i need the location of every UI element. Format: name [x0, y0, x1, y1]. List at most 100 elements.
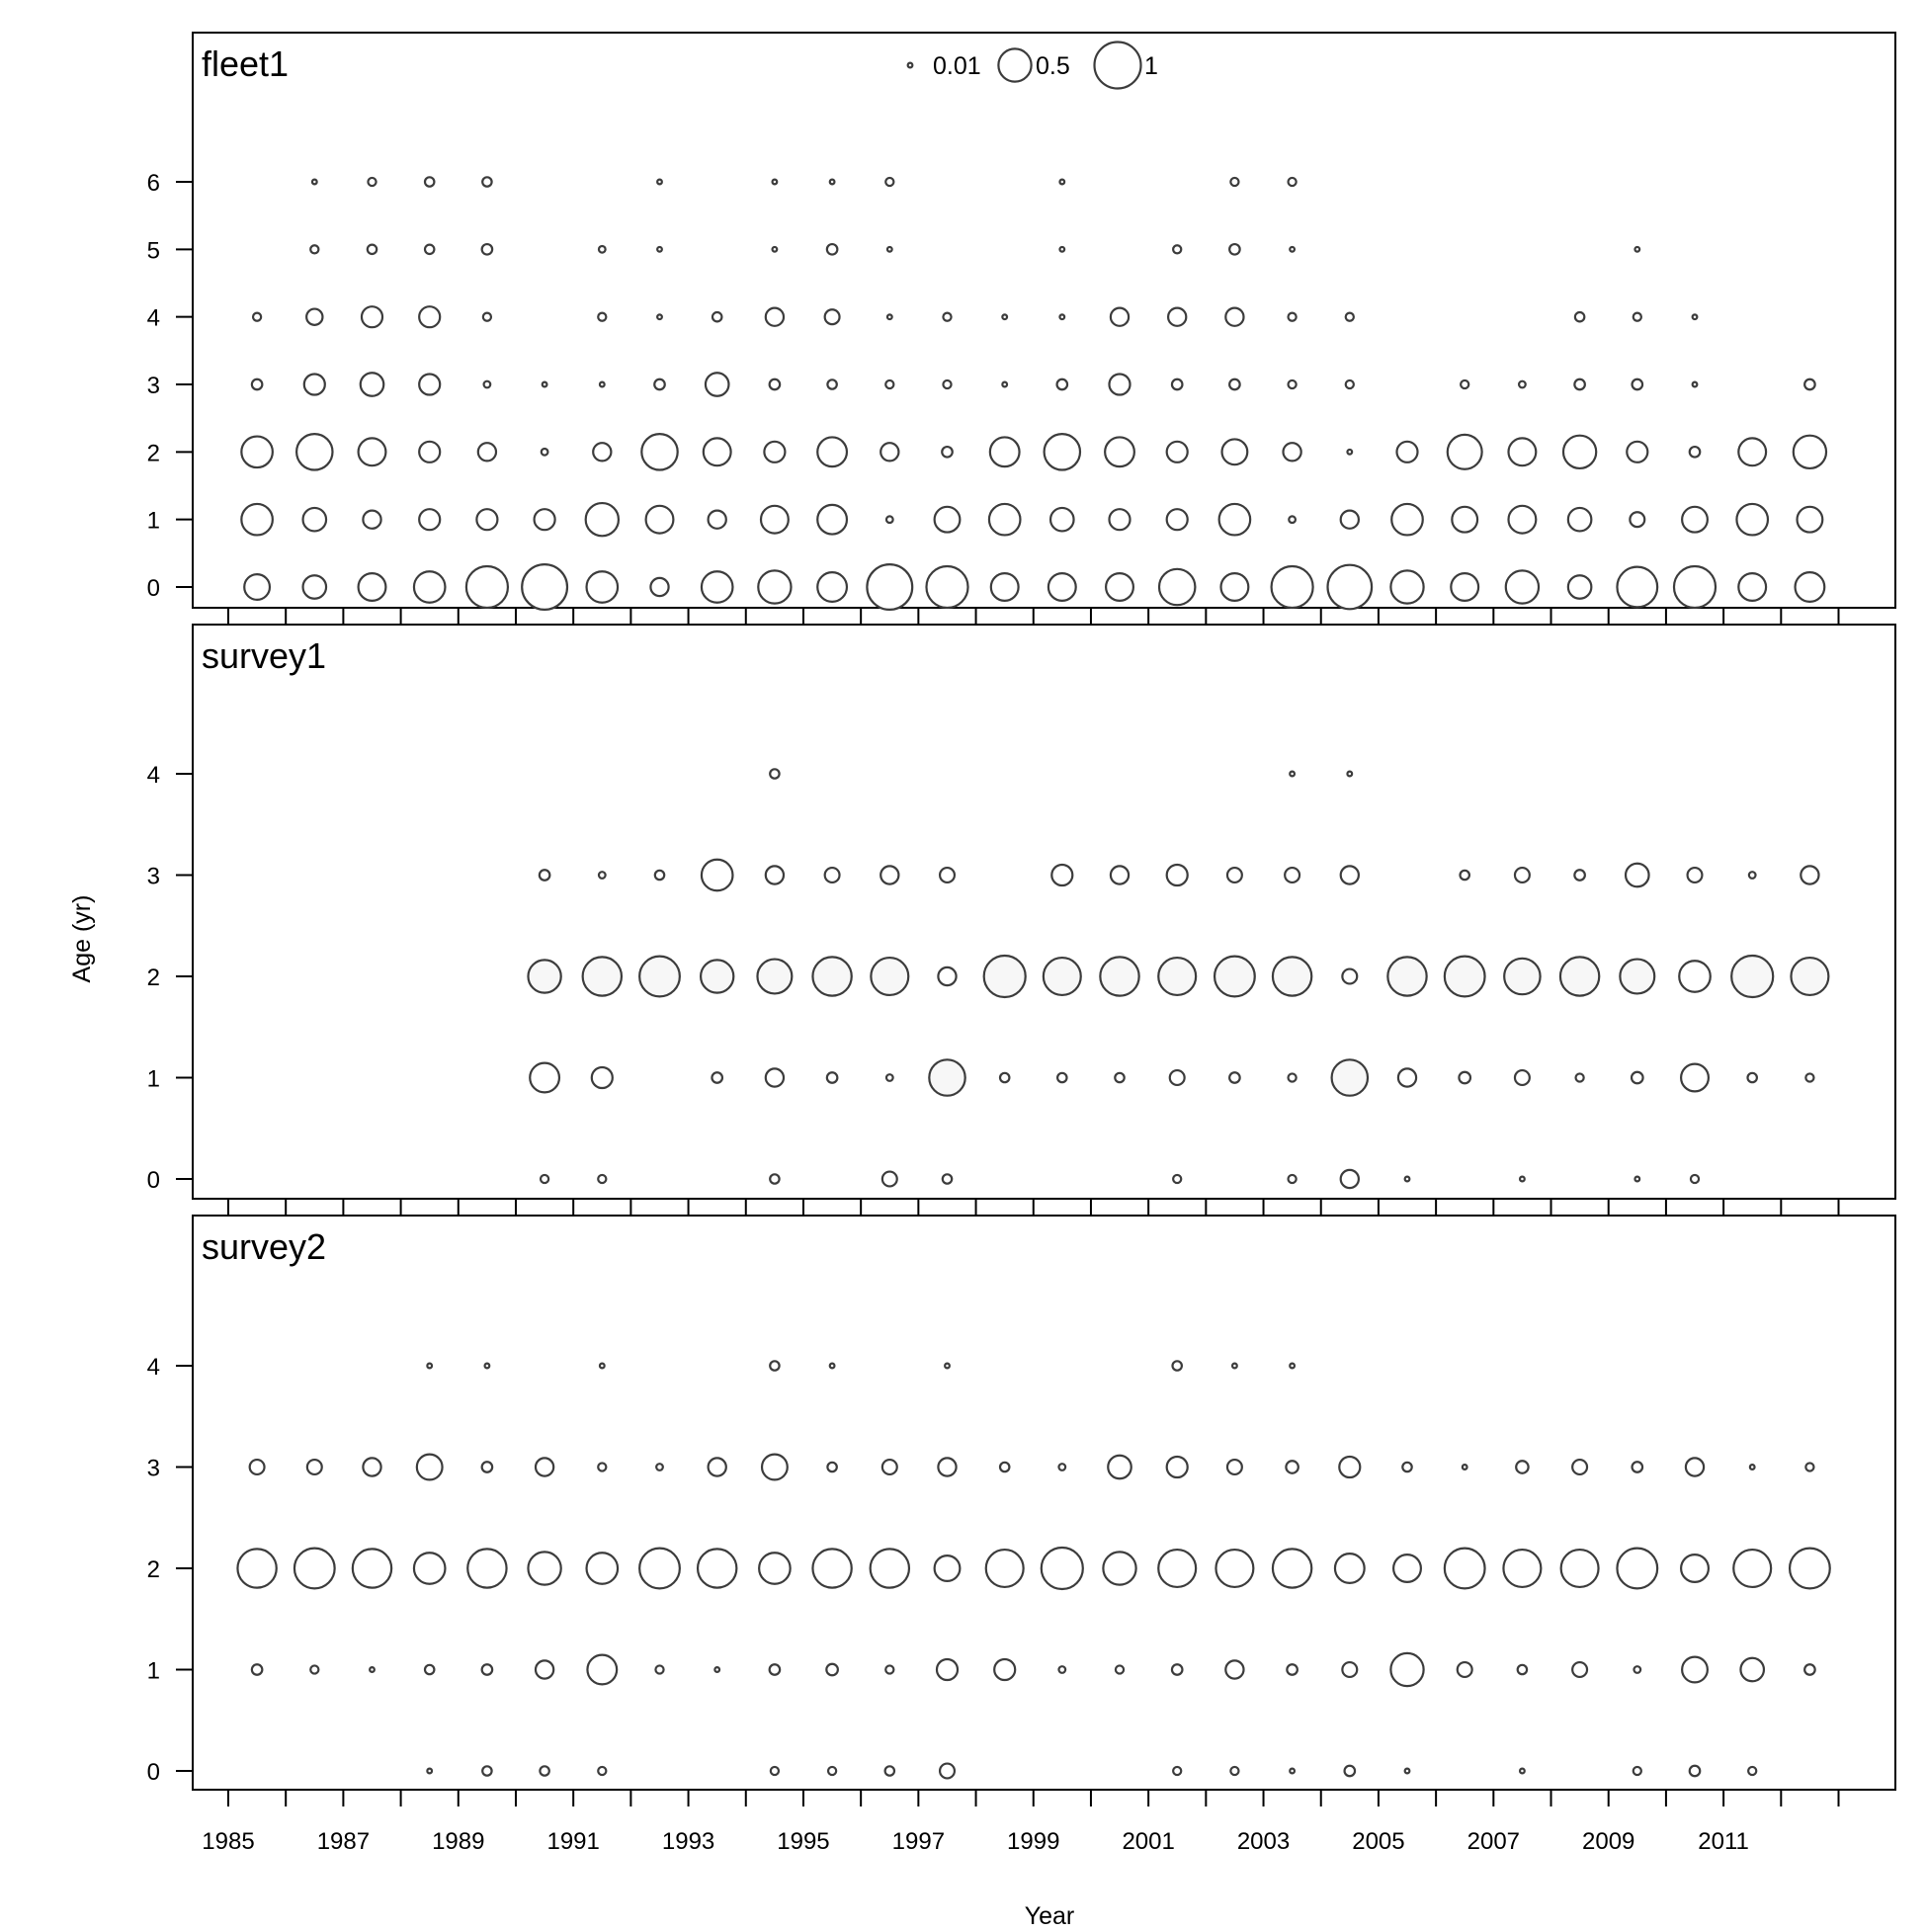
bubble-point: [1228, 242, 1241, 256]
bubble-point: [309, 1664, 320, 1675]
bubble-point: [984, 1548, 1025, 1589]
bubble-point: [1803, 1663, 1816, 1676]
bubble-point: [1165, 1455, 1189, 1479]
bubble-point: [982, 954, 1027, 999]
bubble-point: [480, 242, 494, 256]
bubble-point: [825, 1071, 839, 1084]
bubble-point: [1166, 306, 1188, 327]
bubble-point: [1165, 863, 1189, 887]
panel-label: fleet1: [202, 43, 289, 84]
bubble-point: [466, 1548, 508, 1589]
bubble-point: [1633, 1665, 1642, 1674]
bubble-point: [826, 378, 838, 390]
bubble-point: [240, 435, 274, 469]
bubble-point: [1224, 306, 1245, 327]
panel-frame: [192, 1215, 1896, 1791]
y-tick-label: 3: [147, 1456, 160, 1482]
y-tick-label: 0: [147, 1167, 160, 1194]
bubble-point: [294, 432, 334, 471]
bubble-point: [597, 1173, 608, 1185]
bubble-point: [1104, 436, 1135, 468]
bubble-point: [1390, 502, 1424, 537]
bubble-point: [644, 504, 675, 535]
bubble-point: [1270, 564, 1314, 610]
bubble-point: [1109, 306, 1131, 327]
bubble-point: [1330, 1058, 1370, 1097]
bubble-point: [993, 1657, 1017, 1682]
bubble-point: [1057, 1463, 1067, 1471]
panel-label: survey2: [202, 1226, 326, 1267]
legend-bubble: [1093, 41, 1142, 90]
bubble-point: [707, 1457, 727, 1477]
bubble-point: [412, 1552, 447, 1585]
bubble-point: [884, 515, 894, 525]
bubble-point: [1566, 506, 1593, 533]
bubble-point: [938, 866, 957, 884]
y-tick-label: 3: [147, 373, 160, 399]
bubble-point: [823, 866, 841, 884]
bubble-point: [1389, 1651, 1425, 1688]
bubble-point: [1735, 502, 1770, 537]
bubble-point: [884, 378, 895, 390]
bubble-point: [423, 176, 436, 188]
bubble-point: [769, 1360, 781, 1372]
bubble-point: [476, 442, 498, 462]
bubble-point: [711, 310, 723, 323]
bubble-point: [1689, 1173, 1701, 1185]
bubble-point: [482, 379, 492, 389]
panel-fleet1: 0 1 2 3 4 5 6 fleet1: [147, 32, 1896, 625]
bubble-point: [1678, 960, 1712, 993]
x-tick-label: 1987: [317, 1828, 370, 1855]
bubble-point: [1672, 564, 1718, 610]
x-tick-label: 1995: [777, 1828, 829, 1855]
bubble-point: [1171, 1360, 1183, 1372]
bubble-point: [1631, 378, 1644, 391]
bubble-point: [826, 1765, 838, 1777]
bubble-point: [248, 1458, 266, 1476]
bubble-point: [771, 245, 779, 253]
bubble-point: [700, 858, 734, 892]
bubble-point: [1688, 1764, 1702, 1778]
bubble-point: [1170, 378, 1184, 391]
bubble-point: [758, 1552, 792, 1585]
bubble-point: [1632, 1765, 1642, 1777]
bubble-point: [1629, 511, 1646, 529]
y-tick-label: 3: [147, 864, 160, 890]
bubble-point: [656, 178, 663, 186]
x-tick-label: 2007: [1467, 1828, 1520, 1855]
legend-label: 0.01: [933, 52, 981, 80]
bubble-point: [884, 176, 895, 188]
bubble-point: [653, 869, 666, 882]
bubble-point: [1170, 1663, 1184, 1676]
bubble-point: [1443, 955, 1486, 998]
bubble-point: [885, 245, 893, 253]
bubble-point: [1558, 956, 1601, 997]
x-tick-label: 2011: [1698, 1828, 1749, 1855]
bubble-point: [1691, 380, 1699, 388]
bubble-point: [988, 436, 1021, 468]
bubble-point: [756, 958, 794, 995]
x-tick-label: 1989: [432, 1828, 484, 1855]
bubble-point: [1157, 567, 1197, 607]
bubble-point: [941, 1173, 954, 1185]
bubble-point: [1271, 956, 1313, 997]
x-tick-label: 2001: [1122, 1828, 1174, 1855]
bubble-point: [937, 1457, 958, 1477]
bubble-point: [369, 1666, 376, 1673]
bubble-point: [480, 1461, 494, 1473]
bubble-point: [700, 570, 734, 604]
panel-frame: [192, 624, 1896, 1200]
bubble-point: [1108, 373, 1131, 396]
bubble-point: [654, 1664, 665, 1675]
bubble-point: [1287, 1173, 1298, 1185]
bubble-point: [1050, 863, 1074, 887]
bubble-point: [769, 1765, 781, 1777]
bubble-point: [1286, 1663, 1299, 1676]
bubble-point: [310, 178, 318, 186]
bubble-point: [1679, 1062, 1710, 1093]
bubble-point: [928, 1058, 966, 1097]
bubble-point: [1401, 1461, 1413, 1473]
bubble-point: [1282, 442, 1302, 462]
y-tick-label: 1: [147, 508, 160, 535]
bubble-point: [1804, 1072, 1815, 1083]
